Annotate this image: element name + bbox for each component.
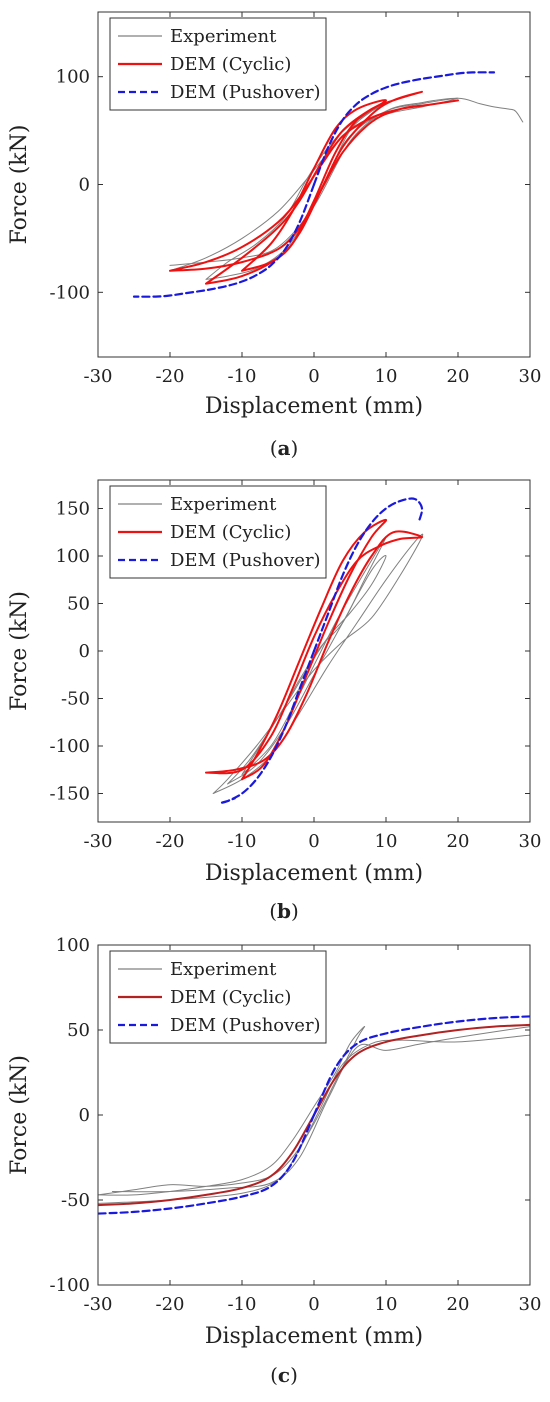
- x-tick-label: 0: [308, 1294, 319, 1315]
- x-tick-label: -30: [84, 366, 113, 387]
- x-tick-label: -10: [228, 1294, 257, 1315]
- x-tick-label: -10: [228, 366, 257, 387]
- x-tick-label: -30: [84, 831, 113, 852]
- x-axis-label: Displacement (mm): [205, 861, 423, 886]
- y-tick-label: 100: [56, 546, 90, 567]
- x-tick-label: 30: [519, 1294, 542, 1315]
- series-line-dem-pushover--1: [132, 183, 316, 298]
- y-tick-label: -100: [50, 736, 90, 757]
- y-tick-label: 50: [67, 594, 90, 615]
- panel-caption: (a): [270, 436, 299, 460]
- x-tick-label: 30: [519, 831, 542, 852]
- y-tick-label: 150: [56, 499, 90, 520]
- series-line-dem-cyclic--2: [169, 99, 459, 272]
- legend-entry: DEM (Pushover): [170, 82, 321, 103]
- y-axis-label: Force (kN): [7, 1055, 32, 1175]
- y-tick-label: -100: [50, 282, 90, 303]
- legend-entry: DEM (Pushover): [170, 550, 321, 571]
- series-group: [98, 1015, 530, 1215]
- legend-entry: DEM (Cyclic): [170, 987, 291, 1008]
- x-tick-label: 10: [375, 1294, 398, 1315]
- y-tick-label: -100: [50, 1275, 90, 1296]
- panel-caption: (b): [269, 899, 299, 923]
- legend: Experiment DEM (Cyclic) DEM (Pushover): [109, 950, 327, 1044]
- chart-panel-b: -30 -20 -10 0 10 20 30-150-100-50050100150Disp…: [7, 479, 542, 923]
- x-tick-label: 30: [519, 366, 542, 387]
- x-tick-label: -20: [156, 831, 185, 852]
- series-line-experiment-0: [98, 1026, 366, 1196]
- series-group: [205, 497, 424, 805]
- y-tick-label: -50: [61, 689, 90, 710]
- legend-entry: DEM (Cyclic): [170, 522, 291, 543]
- series-line-dem-pushover--1: [98, 1113, 316, 1215]
- series-line-dem-pushover--0: [312, 1015, 530, 1117]
- series-line-dem-pushover--0: [312, 71, 496, 186]
- panel-caption: (c): [270, 1363, 298, 1387]
- x-tick-label: -10: [228, 831, 257, 852]
- legend: Experiment DEM (Cyclic) DEM (Pushover): [109, 485, 327, 579]
- series-group: [132, 71, 524, 298]
- legend-entry: Experiment: [170, 959, 277, 980]
- chart-panel-c: -30 -20 -10 0 10 20 30-100-50050100Displacemen…: [7, 935, 541, 1387]
- y-tick-label: 100: [56, 935, 90, 956]
- series-line-experiment-2: [169, 97, 524, 266]
- x-tick-label: -20: [156, 1294, 185, 1315]
- x-tick-label: -20: [156, 366, 185, 387]
- series-line-experiment-1: [98, 1034, 530, 1204]
- x-tick-label: 20: [447, 831, 470, 852]
- legend-entry: Experiment: [170, 26, 277, 47]
- legend-entry: DEM (Cyclic): [170, 54, 291, 75]
- y-axis-label: Force (kN): [7, 591, 32, 711]
- x-axis-label: Displacement (mm): [205, 394, 423, 419]
- series-line-experiment-2: [111, 1026, 530, 1193]
- x-tick-label: 10: [375, 831, 398, 852]
- x-tick-label: 0: [308, 831, 319, 852]
- legend-entry: DEM (Pushover): [170, 1015, 321, 1036]
- x-tick-label: 10: [375, 366, 398, 387]
- x-axis-label: Displacement (mm): [205, 1324, 423, 1349]
- y-tick-label: 100: [56, 67, 90, 88]
- y-tick-label: 0: [79, 1105, 90, 1126]
- series-line-dem-cyclic--1: [205, 530, 424, 775]
- x-tick-label: 0: [308, 366, 319, 387]
- x-tick-label: -30: [84, 1294, 113, 1315]
- x-tick-label: 20: [447, 366, 470, 387]
- series-line-dem-cyclic--1: [205, 90, 423, 285]
- legend-entry: Experiment: [170, 494, 277, 515]
- y-tick-label: -50: [61, 1190, 90, 1211]
- legend: Experiment DEM (Cyclic) DEM (Pushover): [109, 17, 327, 111]
- series-line-dem-pushover--1: [219, 649, 316, 805]
- x-tick-label: 20: [447, 1294, 470, 1315]
- y-axis-label: Force (kN): [7, 125, 32, 245]
- series-line-experiment-2: [227, 554, 387, 785]
- y-tick-label: -150: [50, 784, 90, 805]
- y-tick-label: 0: [79, 641, 90, 662]
- y-tick-label: 50: [67, 1020, 90, 1041]
- y-tick-label: 0: [79, 175, 90, 196]
- series-line-dem-pushover--0: [312, 497, 424, 653]
